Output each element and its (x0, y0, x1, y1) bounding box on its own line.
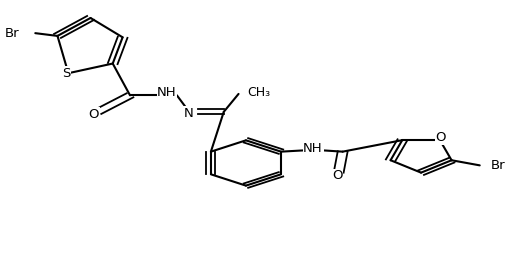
Text: O: O (89, 108, 99, 121)
Text: NH: NH (303, 142, 323, 155)
Text: O: O (332, 169, 342, 182)
Text: O: O (436, 131, 446, 144)
Text: S: S (61, 67, 70, 80)
Text: Br: Br (491, 159, 505, 172)
Text: CH₃: CH₃ (247, 86, 271, 99)
Text: NH: NH (157, 86, 177, 99)
Text: N: N (183, 107, 193, 120)
Text: Br: Br (5, 27, 19, 40)
